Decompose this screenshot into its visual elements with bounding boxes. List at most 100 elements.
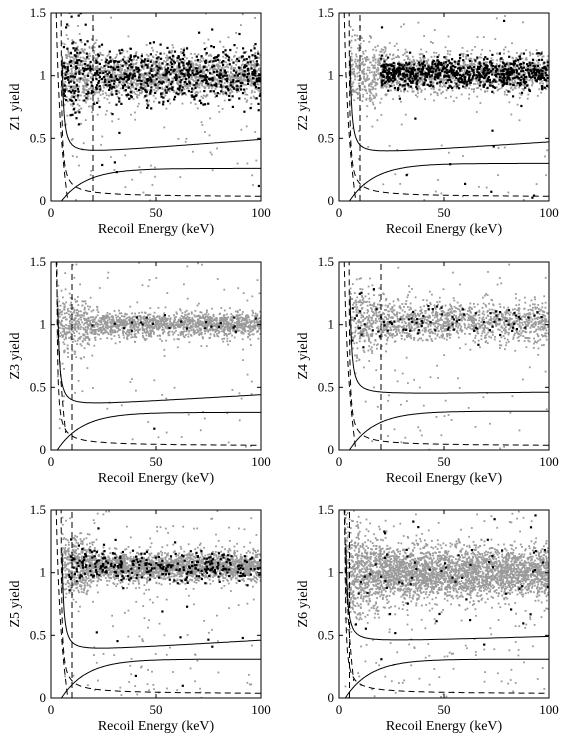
point (252, 64, 255, 66)
point (163, 60, 165, 62)
point (136, 93, 138, 96)
point (229, 71, 232, 73)
point (249, 107, 252, 110)
point (452, 64, 455, 67)
point (435, 60, 437, 63)
point (95, 87, 98, 90)
point (239, 72, 242, 75)
point (249, 75, 252, 78)
point (375, 92, 378, 95)
point (94, 91, 96, 94)
point (117, 68, 120, 72)
point (171, 88, 174, 91)
point (69, 80, 72, 83)
point (400, 100, 402, 103)
point (82, 69, 85, 72)
point (98, 76, 101, 79)
point (432, 85, 435, 88)
point (143, 62, 146, 65)
x-tick-label: 100 (251, 205, 271, 220)
point (147, 75, 150, 77)
point (456, 73, 459, 77)
point (207, 83, 210, 86)
point (187, 90, 190, 93)
point (103, 65, 106, 68)
point (259, 87, 261, 89)
point (380, 26, 384, 29)
point (438, 78, 441, 81)
point (418, 85, 420, 88)
point (132, 86, 135, 89)
point (493, 78, 496, 81)
point (510, 113, 513, 116)
point (421, 81, 424, 83)
point (133, 69, 136, 72)
point (229, 82, 232, 85)
point (524, 78, 527, 81)
x-axis-label: Recoil Energy (keV) (98, 222, 215, 237)
point (475, 111, 478, 113)
point (67, 38, 69, 40)
point (433, 99, 435, 102)
point (476, 36, 479, 38)
point (142, 75, 145, 78)
point (178, 80, 180, 83)
point (239, 86, 242, 89)
point (71, 105, 74, 107)
point (465, 69, 469, 72)
point (439, 67, 442, 70)
point (200, 77, 203, 80)
point (108, 70, 111, 72)
point (450, 66, 453, 69)
point (234, 85, 237, 88)
point (524, 58, 527, 61)
point (66, 67, 69, 70)
point (483, 77, 486, 80)
point (362, 52, 365, 55)
point (162, 92, 165, 95)
point (135, 59, 138, 61)
point (523, 88, 525, 90)
point (380, 76, 382, 78)
point (253, 67, 256, 70)
point (414, 74, 417, 77)
point (165, 72, 169, 75)
point (375, 74, 377, 77)
point (136, 105, 139, 108)
point (115, 92, 118, 96)
point (493, 68, 496, 71)
point (251, 81, 253, 84)
point (243, 110, 246, 113)
point (189, 82, 192, 85)
point (490, 190, 493, 193)
point (164, 94, 167, 97)
point (139, 64, 142, 67)
point (430, 67, 433, 70)
point (76, 51, 79, 54)
point (390, 69, 393, 71)
point (381, 79, 384, 82)
point (430, 41, 432, 43)
point (254, 55, 257, 58)
point (511, 42, 513, 45)
point (195, 82, 198, 85)
point (419, 77, 422, 80)
point (503, 146, 506, 149)
point (517, 58, 520, 62)
point (197, 91, 199, 94)
point (238, 76, 240, 79)
point (191, 94, 194, 97)
point (239, 76, 242, 78)
point (382, 49, 385, 51)
point (97, 80, 100, 83)
point (75, 117, 78, 120)
point (133, 72, 136, 75)
point (152, 70, 154, 72)
point (72, 96, 75, 99)
point (378, 60, 380, 63)
point (353, 68, 355, 70)
point (526, 84, 529, 87)
point (248, 63, 250, 66)
point (65, 123, 67, 126)
point (446, 52, 449, 55)
